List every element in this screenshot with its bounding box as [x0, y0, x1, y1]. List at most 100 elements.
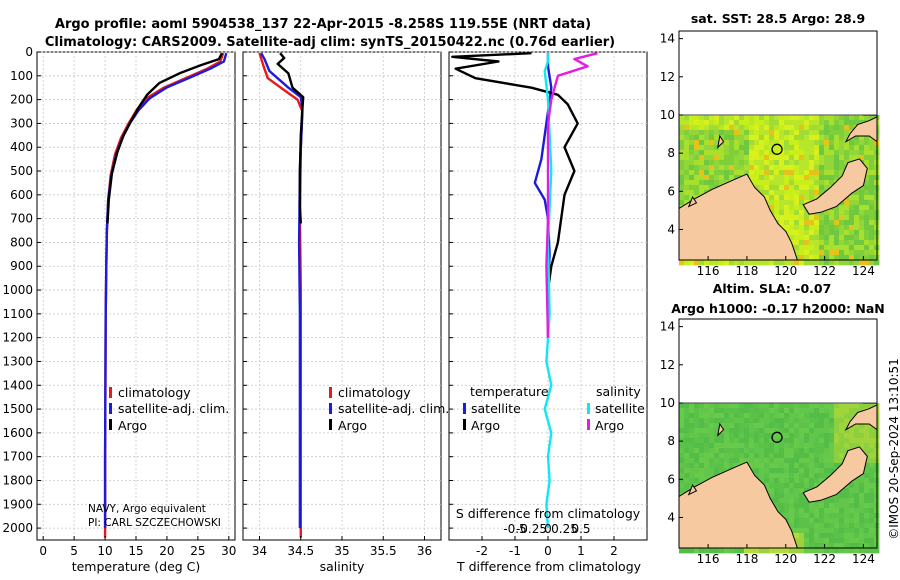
- legend-label-argo: Argo: [118, 418, 147, 433]
- argo-float-marker: [771, 143, 783, 155]
- y-tick-label: 1700: [2, 450, 33, 464]
- map-y-tick-label: 14: [660, 32, 675, 46]
- x-tick-label: 35.5: [370, 544, 397, 558]
- s-tick-label: 0.25: [551, 522, 578, 536]
- y-tick-label: 1400: [2, 378, 33, 392]
- legend-label-climatology: climatology: [118, 385, 191, 400]
- map-y-tick-label: 6: [667, 184, 675, 198]
- difference-legend: temperature salinity satellite Argo sate…: [463, 384, 645, 433]
- x-tick-label: 34.5: [287, 544, 314, 558]
- map-no-data: [679, 31, 877, 115]
- y-tick-label: 1300: [2, 354, 33, 368]
- map-x-tick-label: 120: [774, 552, 797, 566]
- y-tick-label: 100: [10, 69, 33, 83]
- legend-swatch-satellite: [109, 403, 112, 414]
- legend-header-salinity: salinity: [596, 384, 641, 399]
- legend-swatch-argo: [109, 419, 112, 430]
- series-line-s-satellite: [543, 53, 553, 529]
- x-tick-label: 20: [159, 544, 174, 558]
- s-tick-label: 0: [544, 522, 552, 536]
- salinity-legend: climatology satellite-adj. clim. Argo: [329, 385, 449, 433]
- y-tick-label: 1000: [2, 283, 33, 297]
- y-tick-label: 400: [10, 140, 33, 154]
- legend-swatch-argo: [329, 419, 332, 430]
- map-x-tick-label: 116: [697, 552, 720, 566]
- map-x-tick-label: 118: [735, 552, 758, 566]
- legend-label-satellite: satellite-adj. clim.: [118, 401, 229, 416]
- legend-header-temperature: temperature: [470, 384, 549, 399]
- legend-label-t-argo: Argo: [471, 418, 500, 433]
- map-frame: [678, 30, 878, 261]
- legend-label-climatology: climatology: [338, 385, 411, 400]
- map-x-tick-label: 122: [813, 552, 836, 566]
- map-x-tick-label: 124: [852, 552, 875, 566]
- x-tick-label: 30: [221, 544, 236, 558]
- y-tick-label: 1900: [2, 497, 33, 511]
- series-line-t-argo: [451, 52, 579, 291]
- map-y-tick-label: 8: [667, 434, 675, 448]
- argo-float-marker: [771, 431, 783, 443]
- difference-xlabel: T difference from climatology: [456, 559, 642, 574]
- map-y-tick-label: 12: [660, 70, 675, 84]
- temperature-annotation-line1: NAVY, Argo equivalent: [88, 503, 206, 515]
- salinity-xlabel: salinity: [320, 559, 365, 574]
- map-y-tick-label: 8: [667, 146, 675, 160]
- figure-title-line1: Argo profile: aoml 5904538_137 22-Apr-20…: [55, 17, 591, 32]
- x-tick-label: -2: [476, 544, 488, 558]
- sla-map-title-line1: Altim. SLA: -0.07: [713, 281, 832, 296]
- difference-xlabel-top: S difference from climatology: [456, 506, 641, 521]
- map-y-tick-label: 14: [660, 320, 675, 334]
- x-tick-label: -1: [509, 544, 521, 558]
- y-tick-label: 0: [25, 45, 33, 59]
- sla-map-panel: Altim. SLA: -0.07 Argo h1000: -0.17 h200…: [660, 281, 885, 566]
- x-tick-label: 5: [70, 544, 78, 558]
- legend-swatch-s-argo: [587, 419, 590, 430]
- x-tick-label: 15: [128, 544, 143, 558]
- x-tick-label: 36: [417, 544, 432, 558]
- x-tick-label: 25: [190, 544, 205, 558]
- s-tick-label: -0.5: [503, 522, 526, 536]
- map-no-data: [679, 319, 877, 403]
- x-tick-label: 1: [577, 544, 585, 558]
- x-tick-label: 2: [610, 544, 618, 558]
- y-tick-label: 1800: [2, 473, 33, 487]
- x-tick-label: 35: [334, 544, 349, 558]
- legend-label-argo: Argo: [338, 418, 367, 433]
- legend-label-t-satellite: satellite: [471, 401, 521, 416]
- temperature-xlabel: temperature (deg C): [72, 559, 201, 574]
- series-line-argo: [276, 52, 305, 224]
- figure-title-line2: Climatology: CARS2009. Satellite-adj cli…: [45, 35, 615, 50]
- temperature-legend: climatology satellite-adj. clim. Argo: [109, 385, 229, 433]
- temperature-annotation-line2: PI: CARL SZCZECHOWSKI: [88, 517, 221, 529]
- x-tick-label: 10: [97, 544, 112, 558]
- map-y-tick-label: 6: [667, 472, 675, 486]
- s-tick-label: -0.25: [516, 522, 547, 536]
- salinity-panel: 34 34.5 35 35.5 36 salinity climatology sate…: [242, 51, 449, 574]
- legend-swatch-climatology: [329, 387, 332, 398]
- legend-label-s-satellite: satellite: [595, 401, 645, 416]
- map-land: [678, 102, 878, 261]
- map-x-tick-label: 122: [813, 264, 836, 278]
- legend-swatch-satellite: [329, 403, 332, 414]
- map-x-tick-label: 120: [774, 264, 797, 278]
- y-tick-label: 600: [10, 188, 33, 202]
- y-tick-label: 800: [10, 235, 33, 249]
- difference-panel: -2 -1 0 1 2-0.5-0.250 0.250.5 T difference fr…: [448, 51, 648, 574]
- series-line-s-argo: [545, 52, 598, 338]
- map-y-tick-label: 10: [660, 108, 675, 122]
- sst-map-title: sat. SST: 28.5 Argo: 28.9: [691, 11, 865, 26]
- map-y-tick-label: 10: [660, 396, 675, 410]
- y-tick-label: 1600: [2, 426, 33, 440]
- map-y-tick-label: 12: [660, 358, 675, 372]
- y-tick-label: 1100: [2, 307, 33, 321]
- sla-map-title-line2: Argo h1000: -0.17 h2000: NaN: [671, 301, 885, 316]
- legend-swatch-s-satellite: [587, 403, 590, 414]
- map-y-tick-label: 4: [667, 222, 675, 236]
- y-tick-label: 2000: [2, 521, 33, 535]
- legend-label-s-argo: Argo: [595, 418, 624, 433]
- y-tick-label: 500: [10, 164, 33, 178]
- x-tick-label: 0: [544, 544, 552, 558]
- legend-swatch-t-satellite: [463, 403, 466, 414]
- y-tick-label: 1200: [2, 331, 33, 345]
